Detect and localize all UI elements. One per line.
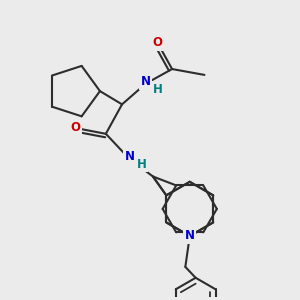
- Text: O: O: [152, 36, 162, 49]
- Text: N: N: [124, 150, 134, 163]
- Text: H: H: [153, 82, 163, 95]
- Text: H: H: [137, 158, 147, 171]
- Text: N: N: [141, 75, 151, 88]
- Text: O: O: [70, 122, 80, 134]
- Text: N: N: [185, 230, 195, 242]
